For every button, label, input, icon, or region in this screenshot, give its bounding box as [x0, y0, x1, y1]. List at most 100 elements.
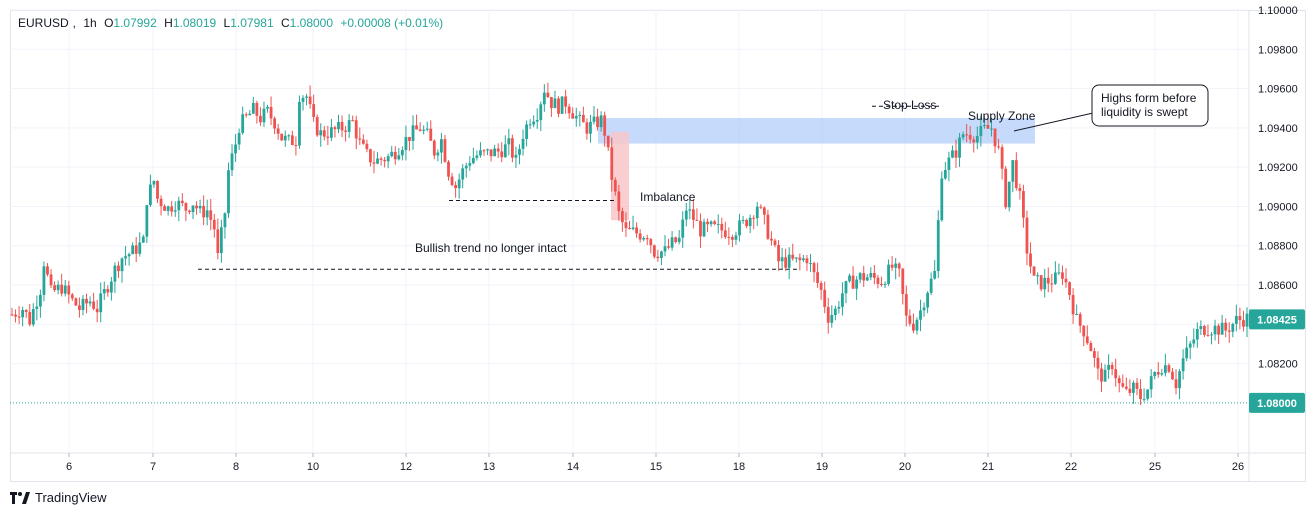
- candle-body: [1231, 323, 1235, 332]
- legend-close-label: C: [280, 16, 290, 30]
- candle-body: [319, 130, 323, 136]
- candle-body: [652, 245, 656, 257]
- candle-body: [244, 114, 248, 116]
- tradingview-brand[interactable]: TradingView: [10, 490, 107, 505]
- candle-body: [163, 206, 167, 211]
- candle-body: [308, 96, 312, 105]
- candle-body: [550, 97, 553, 109]
- candle-body: [1082, 325, 1086, 337]
- candle-body: [290, 135, 294, 145]
- candle-body: [74, 298, 78, 306]
- imbalance-box[interactable]: [611, 131, 629, 221]
- candle-body: [1018, 188, 1022, 192]
- candle-body: [1007, 181, 1011, 208]
- candle-body: [589, 121, 592, 134]
- candle-body: [422, 129, 426, 131]
- candle-body: [986, 125, 990, 129]
- candle-body: [280, 133, 284, 141]
- candle-body: [415, 125, 418, 130]
- candle-body: [667, 246, 670, 248]
- candle-body: [794, 257, 798, 259]
- candle-body: [663, 246, 667, 252]
- candle-body: [400, 150, 404, 156]
- candle-body: [450, 176, 454, 186]
- annotation-supply-zone[interactable]: Supply Zone: [968, 109, 1036, 123]
- candle-body: [38, 294, 42, 307]
- candle-body: [131, 245, 135, 255]
- candle-body: [102, 288, 106, 294]
- x-tick-label: 22: [1065, 461, 1077, 473]
- candle-body: [500, 151, 504, 158]
- candle-body: [56, 284, 60, 291]
- candle-body: [230, 153, 234, 171]
- candle-body: [709, 221, 713, 225]
- y-tick-label: 1.08200: [1258, 359, 1298, 371]
- candle-body: [553, 98, 557, 109]
- candle-body: [943, 169, 947, 179]
- candle-body: [823, 289, 827, 307]
- price-badge: [1249, 392, 1305, 413]
- annotation-bullish-trend-no-longer-intact[interactable]: Bullish trend no longer intact: [415, 241, 567, 255]
- candle-body: [958, 137, 961, 158]
- candle-body: [535, 119, 539, 122]
- candle-body: [1192, 339, 1196, 344]
- candle-body: [826, 306, 830, 323]
- candle-body: [791, 254, 795, 259]
- candle-body: [266, 106, 269, 109]
- candle-body: [521, 138, 525, 149]
- candle-body: [876, 277, 880, 284]
- candle-body: [684, 210, 688, 220]
- candle-body: [344, 130, 347, 132]
- x-tick-label: 18: [733, 461, 745, 473]
- candle-body: [929, 278, 933, 293]
- candle-body: [755, 206, 759, 219]
- supply-zone-box[interactable]: [598, 118, 1035, 144]
- annotation-stop-loss[interactable]: Stop Loss: [883, 98, 936, 112]
- candle-body: [106, 288, 110, 293]
- candle-body: [940, 178, 944, 221]
- candle-body: [99, 293, 103, 313]
- candle-body: [113, 265, 117, 282]
- candle-body: [411, 125, 415, 141]
- candle-body: [773, 240, 777, 246]
- legend-interval[interactable]: 1h: [83, 16, 97, 30]
- candle-body: [812, 263, 816, 273]
- candle-body: [528, 124, 532, 126]
- legend-high: 1.08019: [172, 16, 217, 30]
- candle-body: [770, 238, 773, 241]
- candle-body: [177, 200, 181, 211]
- candle-body: [493, 148, 497, 157]
- candle-body: [195, 205, 198, 209]
- candle-body: [315, 116, 319, 136]
- candle-body: [642, 237, 646, 240]
- candle-body: [70, 294, 74, 299]
- callout-box[interactable]: [1091, 84, 1209, 127]
- candle-body: [386, 156, 390, 162]
- candle-body: [1245, 313, 1249, 327]
- y-tick-label: 1.09400: [1258, 123, 1298, 135]
- candle-body: [1149, 376, 1153, 390]
- candle-body: [762, 207, 766, 215]
- candle-body: [429, 128, 433, 141]
- candle-body: [436, 152, 440, 156]
- candle-body: [748, 217, 752, 227]
- candle-body: [329, 127, 333, 138]
- candle-body: [656, 256, 660, 258]
- candle-body: [507, 138, 511, 145]
- candle-body: [741, 219, 745, 221]
- candle-body: [723, 230, 727, 238]
- candle-body: [518, 148, 521, 155]
- candle-body: [209, 210, 213, 220]
- candle-body: [443, 139, 447, 162]
- annotation-imbalance[interactable]: Imbalance: [640, 190, 696, 204]
- x-tick-label: 21: [982, 461, 994, 473]
- candle-body: [564, 96, 568, 107]
- legend-symbol[interactable]: EURUSD: [18, 16, 69, 30]
- candle-body: [322, 130, 326, 137]
- candle-body: [979, 125, 983, 137]
- candle-body: [369, 149, 372, 163]
- candle-body: [936, 220, 940, 271]
- candle-body: [567, 106, 571, 114]
- candle-body: [1103, 369, 1107, 382]
